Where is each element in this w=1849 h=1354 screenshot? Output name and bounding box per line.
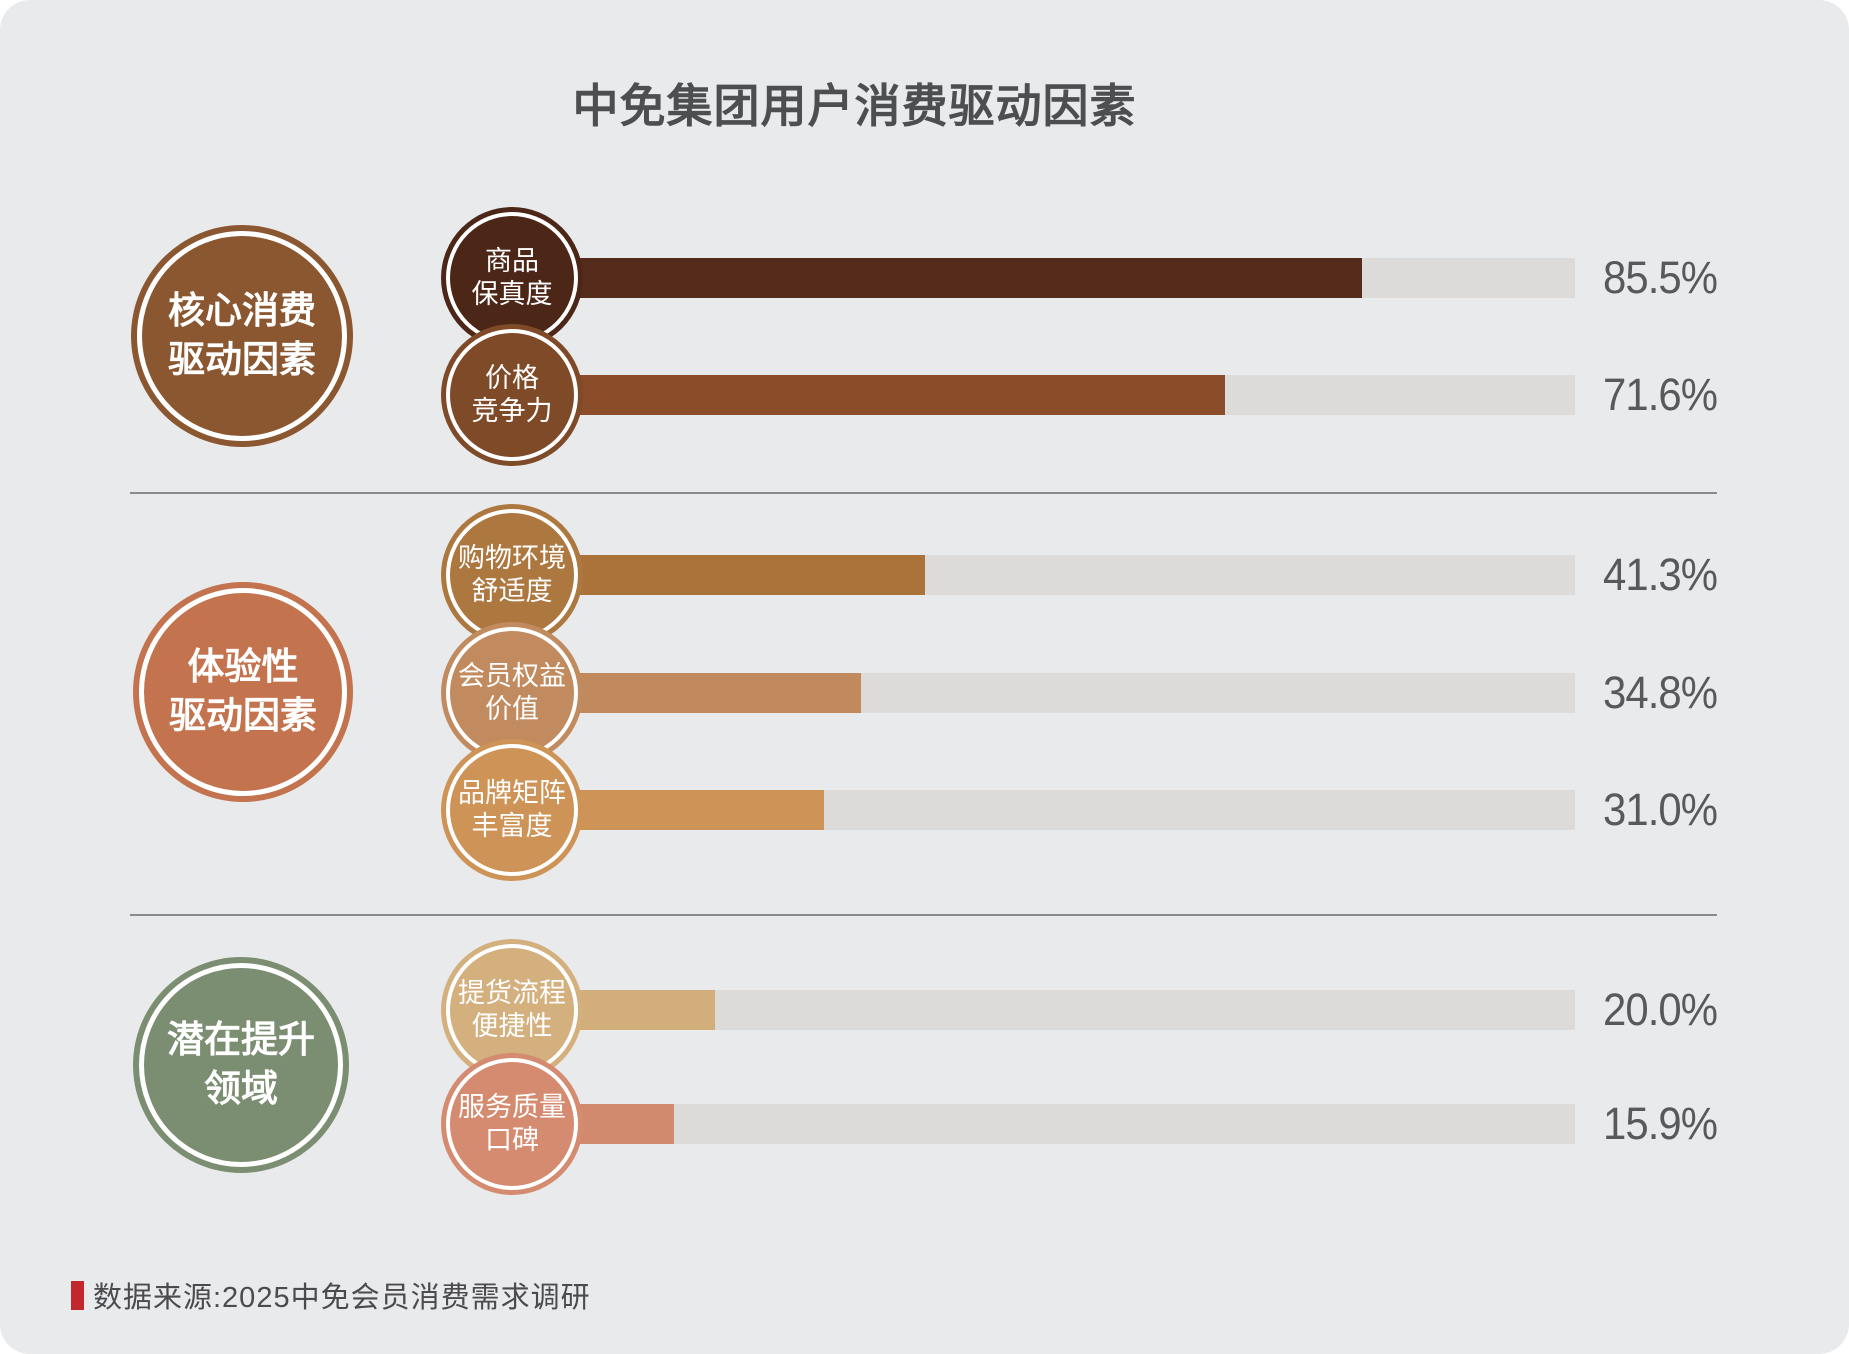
item-circle-pickup: 提货流程 便捷性 <box>441 939 583 1081</box>
category-label-experience: 体验性 驱动因素 <box>169 643 317 741</box>
item-label-membership: 会员权益 价值 <box>458 660 566 726</box>
item-label-price: 价格 竞争力 <box>472 362 553 428</box>
category-circle-core: 核心消费 驱动因素 <box>131 225 353 447</box>
label-line: 核心消费 <box>168 290 316 332</box>
category-circle-experience: 体验性 驱动因素 <box>133 582 353 802</box>
bar-fill-environment <box>517 555 926 595</box>
bar-track-brand <box>517 790 1575 830</box>
source-note: 数据来源:2025中免会员消费需求调研 <box>71 1274 591 1316</box>
label-line: 丰富度 <box>471 811 553 841</box>
category-circle-potential: 潜在提升 领域 <box>133 957 349 1173</box>
value-label-pickup: 20.0% <box>1603 984 1718 1035</box>
value-label-service: 15.9% <box>1603 1098 1718 1149</box>
bar-fill-price <box>517 375 1225 415</box>
item-label-pickup: 提货流程 便捷性 <box>458 977 566 1043</box>
item-circle-service: 服务质量 口碑 <box>441 1053 583 1195</box>
item-circle-brand: 品牌矩阵 丰富度 <box>441 739 583 881</box>
value-label-brand: 31.0% <box>1603 784 1718 835</box>
chart-title: 中免集团用户消费驱动因素 <box>572 80 1137 132</box>
label-line: 口碑 <box>485 1125 539 1155</box>
label-line: 保真度 <box>471 279 553 309</box>
label-line: 服务质量 <box>458 1092 566 1123</box>
bar-track-pickup <box>517 990 1575 1030</box>
label-line: 潜在提升 <box>167 1019 315 1061</box>
value-label-authenticity: 85.5% <box>1603 252 1718 303</box>
section-divider-1 <box>130 492 1717 494</box>
category-label-potential: 潜在提升 领域 <box>167 1016 315 1114</box>
label-line: 会员权益 <box>458 661 566 692</box>
bar-track-membership <box>517 673 1575 713</box>
section-divider-2 <box>130 914 1717 916</box>
item-circle-environment: 购物环境 舒适度 <box>441 504 583 646</box>
bar-track-authenticity <box>517 258 1575 298</box>
label-line: 便捷性 <box>471 1011 553 1041</box>
bar-track-service <box>517 1104 1575 1144</box>
label-line: 价值 <box>485 694 539 724</box>
item-label-brand: 品牌矩阵 丰富度 <box>458 777 566 843</box>
bar-track-environment <box>517 555 1575 595</box>
label-line: 商品 <box>485 246 539 277</box>
item-label-authenticity: 商品 保真度 <box>472 245 553 311</box>
label-line: 舒适度 <box>471 576 553 606</box>
label-line: 竞争力 <box>471 396 553 426</box>
label-line: 驱动因素 <box>169 695 317 736</box>
bar-fill-authenticity <box>517 258 1363 298</box>
value-label-price: 71.6% <box>1603 369 1718 420</box>
label-line: 领域 <box>204 1068 278 1109</box>
label-line: 价格 <box>485 363 539 394</box>
item-label-environment: 购物环境 舒适度 <box>458 542 566 608</box>
bar-track-price <box>517 375 1575 415</box>
label-line: 体验性 <box>187 646 299 688</box>
label-line: 提货流程 <box>458 978 566 1009</box>
label-line: 品牌矩阵 <box>458 778 566 809</box>
value-label-environment: 41.3% <box>1603 549 1718 600</box>
label-line: 购物环境 <box>458 543 566 574</box>
value-label-membership: 34.8% <box>1603 667 1718 718</box>
category-label-core: 核心消费 驱动因素 <box>168 287 316 385</box>
source-marker-icon <box>71 1280 84 1310</box>
item-label-service: 服务质量 口碑 <box>458 1091 566 1157</box>
label-line: 驱动因素 <box>168 339 316 380</box>
source-text: 数据来源:2025中免会员消费需求调研 <box>93 1282 591 1314</box>
item-circle-price: 价格 竞争力 <box>441 324 583 466</box>
